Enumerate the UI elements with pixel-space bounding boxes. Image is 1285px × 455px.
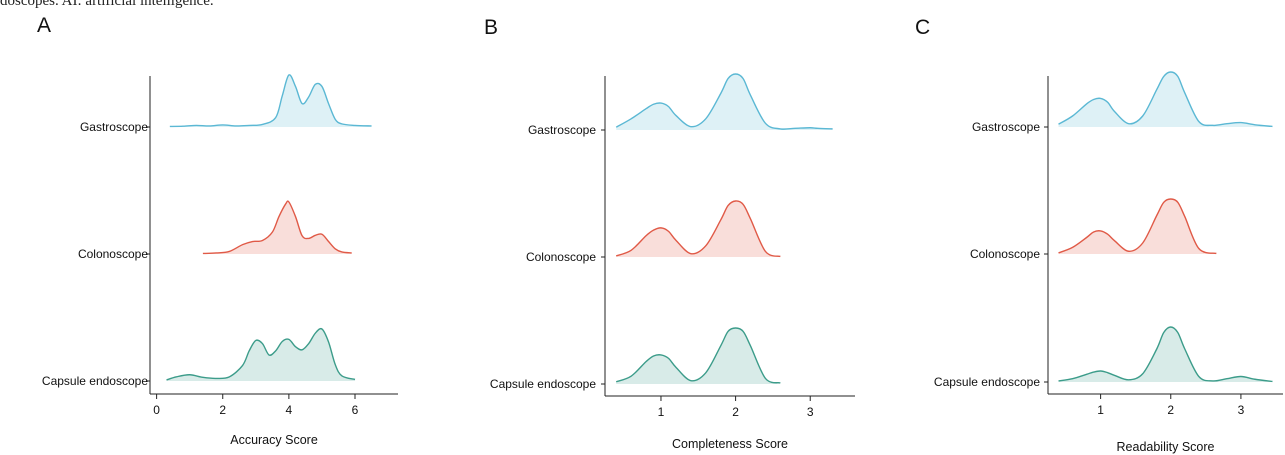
ridge-line-capsule-endoscope — [166, 327, 356, 381]
ridge-area-colonoscope — [202, 201, 352, 254]
ridge-area-gastroscope — [1058, 72, 1273, 127]
ridge-area-gastroscope — [616, 74, 833, 130]
ridge-line-colonoscope — [1058, 198, 1217, 255]
x-tick-label: 3 — [1238, 403, 1245, 417]
ridge-area-capsule-endoscope — [616, 328, 781, 384]
category-label-colonoscope: Colonoscope — [970, 247, 1040, 261]
ridge-line-colonoscope — [615, 200, 781, 258]
x-tick-label: 0 — [153, 403, 160, 417]
ridge-line-capsule-endoscope — [1058, 326, 1273, 383]
panel-a: A 0 2 4 6 Accuracy Score Gastroscope Colonoscop… — [37, 14, 398, 447]
ridge-area-capsule-endoscope — [1058, 327, 1273, 382]
x-tick-label: 2 — [1167, 403, 1174, 417]
x-tick-label: 4 — [286, 403, 293, 417]
x-tick-label: 3 — [807, 405, 814, 419]
category-label-capsule-endoscope: Capsule endoscope — [490, 377, 596, 391]
x-axis-title: Readability Score — [1117, 440, 1215, 454]
category-label-gastroscope: Gastroscope — [528, 123, 596, 137]
figure-caption: doscopes. AI: artificial intelligence. — [0, 0, 214, 9]
x-tick-label: 1 — [1097, 403, 1104, 417]
category-label-capsule-endoscope: Capsule endoscope — [934, 375, 1040, 389]
ridge-line-gastroscope — [169, 74, 372, 128]
panel-letter: B — [484, 16, 498, 39]
ridge-line-gastroscope — [1058, 71, 1273, 128]
x-tick-label: 6 — [352, 403, 359, 417]
x-tick-label: 2 — [219, 403, 226, 417]
category-label-colonoscope: Colonoscope — [526, 250, 596, 264]
x-tick-label: 2 — [732, 405, 739, 419]
ridge-area-gastroscope — [169, 74, 372, 127]
x-axis-title: Accuracy Score — [230, 433, 318, 447]
ridge-area-colonoscope — [1058, 199, 1217, 254]
ridge-area-capsule-endoscope — [166, 328, 356, 381]
x-axis-title: Completeness Score — [672, 437, 788, 451]
panel-letter: A — [37, 14, 51, 37]
ridge-line-capsule-endoscope — [615, 327, 781, 384]
category-label-capsule-endoscope: Capsule endoscope — [42, 374, 148, 388]
category-label-gastroscope: Gastroscope — [972, 120, 1040, 134]
category-label-gastroscope: Gastroscope — [80, 120, 148, 134]
ridge-area-colonoscope — [616, 200, 781, 257]
panel-letter: C — [915, 16, 930, 39]
category-label-colonoscope: Colonoscope — [78, 247, 148, 261]
panel-c: C 1 2 3 Readability Score Gastroscope Colonosc… — [915, 16, 1283, 454]
ridge-line-colonoscope — [202, 200, 352, 255]
ridge-line-gastroscope — [615, 73, 833, 130]
x-tick-label: 1 — [658, 405, 665, 419]
panel-b: B 1 2 3 Completeness Score Gastroscope Colonos… — [484, 16, 855, 451]
